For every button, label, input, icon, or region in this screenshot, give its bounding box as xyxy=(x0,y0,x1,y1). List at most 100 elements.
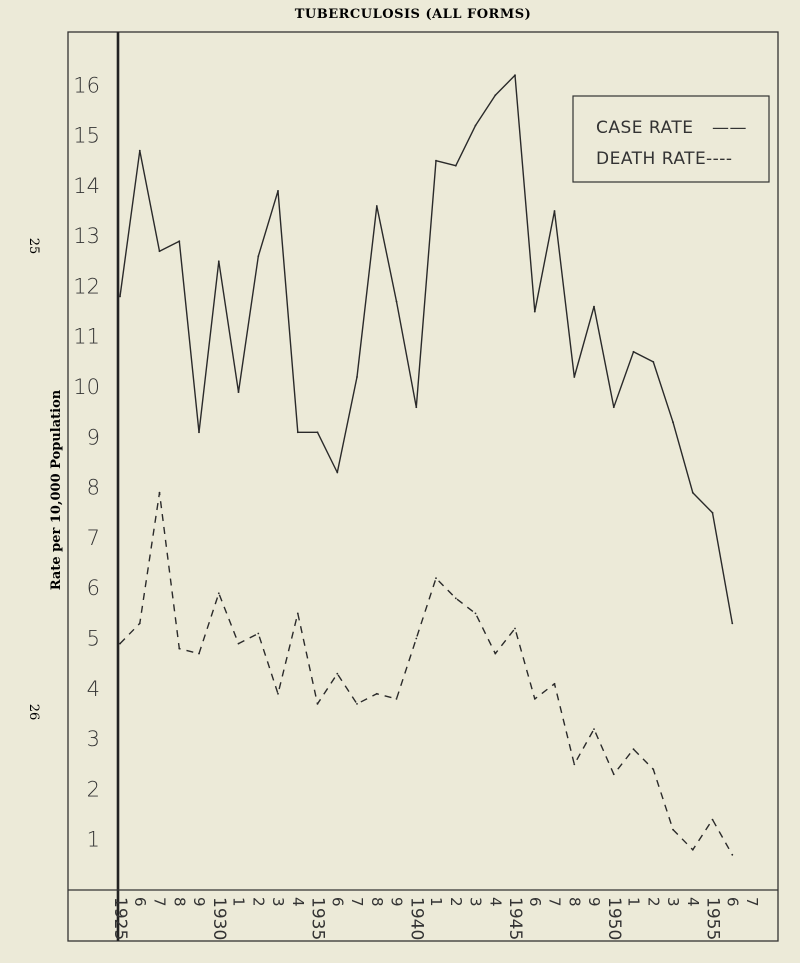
case-rate-point xyxy=(415,406,418,409)
x-tick-label: 1935 xyxy=(308,897,328,940)
y-axis-label: Rate per 10,000 Population xyxy=(49,389,64,590)
x-tick-label: 6 xyxy=(526,897,544,907)
case-rate-point xyxy=(435,159,437,162)
y-tick-label: 4 xyxy=(87,677,100,701)
case-rate-point xyxy=(158,250,161,253)
death-rate-line xyxy=(119,492,733,856)
case-rate-point xyxy=(454,164,457,167)
y-tick-label: 11 xyxy=(73,325,100,349)
case-rate-point xyxy=(296,431,299,434)
case-rate-point xyxy=(731,622,734,625)
death-rate-point xyxy=(178,647,181,650)
death-rate-point xyxy=(198,652,200,655)
y-tick-label: 15 xyxy=(73,124,100,148)
x-tick-label: 1 xyxy=(230,897,248,907)
case-rate-point xyxy=(573,376,576,378)
x-tick-label: 4 xyxy=(684,897,702,907)
case-rate-point xyxy=(711,511,714,514)
y-tick-label: 8 xyxy=(87,476,100,500)
death-rate-point xyxy=(711,818,714,821)
death-rate-point xyxy=(356,703,358,705)
death-rate-point xyxy=(553,682,556,685)
case-rate-point xyxy=(691,491,694,494)
x-tick-label: 1950 xyxy=(604,897,624,940)
page-number-bottom: 26 xyxy=(26,704,41,721)
chart-title: TUBERCULOSIS (ALL FORMS) xyxy=(295,7,532,22)
x-tick-label: 8 xyxy=(368,897,386,907)
x-tick-label: 9 xyxy=(388,897,406,907)
page-number-top: 25 xyxy=(26,238,41,255)
case-rate-point xyxy=(198,431,200,434)
x-tick-label: 3 xyxy=(269,897,287,907)
x-tick-label: 7 xyxy=(348,897,366,907)
case-rate-point xyxy=(356,376,358,378)
death-rate-point xyxy=(612,773,615,776)
death-rate-point xyxy=(632,748,635,751)
case-rate-point xyxy=(237,391,240,393)
x-tick-label: 7 xyxy=(151,897,169,907)
death-rate-point xyxy=(731,853,734,856)
x-tick-label: 1925 xyxy=(110,897,130,940)
x-tick-label: 7 xyxy=(743,897,761,907)
case-rate-point xyxy=(316,431,319,434)
x-tick-label: 3 xyxy=(467,897,485,907)
death-rate-point xyxy=(316,703,319,705)
death-rate-point xyxy=(119,642,121,645)
case-rate-line xyxy=(119,74,733,624)
case-rate-point xyxy=(138,149,141,152)
death-rate-point xyxy=(158,491,161,494)
death-rate-point xyxy=(672,828,674,831)
death-rate-point xyxy=(435,577,437,580)
x-tick-label: 4 xyxy=(289,897,307,907)
y-tick-label: 12 xyxy=(73,274,100,298)
death-rate-point xyxy=(257,632,260,635)
chart-frame xyxy=(67,31,779,942)
y-tick-label: 7 xyxy=(87,526,100,550)
y-tick-label: 6 xyxy=(87,576,100,600)
case-rate-point xyxy=(336,471,339,474)
y-tick-label: 9 xyxy=(87,425,100,449)
case-rate-point xyxy=(474,124,477,127)
x-tick-label: 6 xyxy=(131,897,149,907)
death-rate-point xyxy=(454,597,457,600)
y-tick-label: 13 xyxy=(73,224,100,248)
x-tick-label: 1955 xyxy=(703,897,723,940)
death-rate-point xyxy=(474,612,477,615)
y-tick-label: 2 xyxy=(87,777,100,801)
x-tick-label: 4 xyxy=(486,897,504,907)
death-rate-point xyxy=(217,592,220,595)
case-rate-point xyxy=(672,421,674,424)
x-tick-label: 9 xyxy=(190,897,208,907)
legend-marker-death-rate: ---- xyxy=(706,149,733,169)
legend-label-case-rate: CASE RATE xyxy=(596,118,694,138)
legend-label-death-rate: DEATH RATE xyxy=(596,149,706,169)
chart-legend: CASE RATE —— DEATH RATE ---- xyxy=(572,95,770,183)
case-rate-point xyxy=(514,74,516,77)
y-tick-label: 1 xyxy=(87,828,100,852)
x-tick-label: 6 xyxy=(723,897,741,907)
x-tick-label: 3 xyxy=(664,897,682,907)
y-tick-label: 16 xyxy=(73,73,100,97)
death-rate-point xyxy=(573,763,576,766)
x-tick-label: 1945 xyxy=(505,897,525,940)
x-tick-label: 8 xyxy=(170,897,188,907)
y-tick-label: 3 xyxy=(87,727,100,751)
death-rate-point xyxy=(277,692,279,695)
death-rate-point xyxy=(514,627,516,630)
death-rate-point xyxy=(494,652,497,655)
death-rate-point xyxy=(375,692,378,695)
death-rate-point xyxy=(296,612,299,615)
case-rate-point xyxy=(652,361,655,363)
death-rate-point xyxy=(652,768,655,771)
case-rate-point xyxy=(494,94,497,97)
case-rate-point xyxy=(632,350,635,353)
case-rate-point xyxy=(612,406,615,409)
case-rate-point xyxy=(119,295,121,298)
x-tick-label: 2 xyxy=(644,897,662,907)
x-tick-label: 1 xyxy=(625,897,643,907)
x-tick-label: 6 xyxy=(328,897,346,907)
case-rate-point xyxy=(593,305,595,308)
y-tick-label: 14 xyxy=(73,174,100,198)
case-rate-point xyxy=(277,190,279,192)
